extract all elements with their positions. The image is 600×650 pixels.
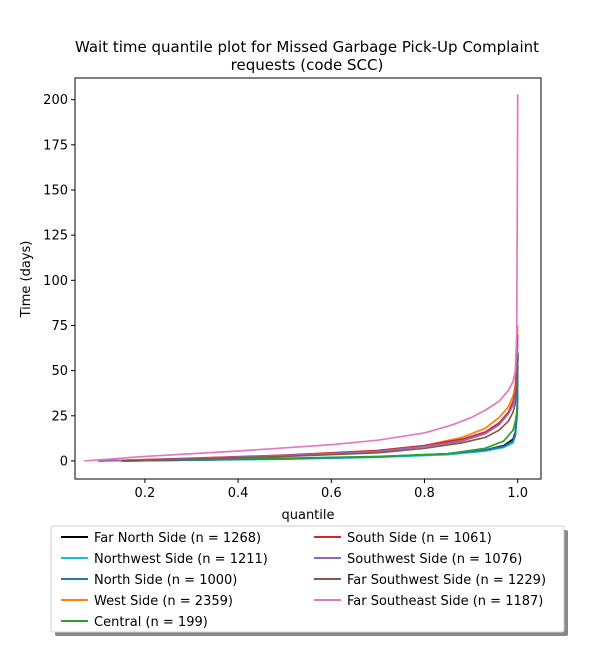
series-line-7 <box>121 361 519 462</box>
series-line-4 <box>98 406 519 462</box>
chart-title-line-2: requests (code SCC) <box>231 56 384 74</box>
chart-title-line-1: Wait time quantile plot for Missed Garba… <box>75 38 539 56</box>
legend-box <box>50 525 565 633</box>
legend-entry: Far North Side (n = 1268) <box>94 531 261 546</box>
x-tick-label: 0.4 <box>228 486 249 501</box>
series-line-1 <box>121 379 519 462</box>
y-tick-label: 25 <box>51 409 68 424</box>
legend-entry: Central (n = 199) <box>94 615 208 630</box>
chart-title: Wait time quantile plot for Missed Garba… <box>75 38 539 74</box>
x-tick-label: 0.2 <box>135 486 156 501</box>
y-tick-label: 175 <box>43 138 68 153</box>
legend-entry: Far Southeast Side (n = 1187) <box>347 594 543 609</box>
series-layer <box>84 94 519 462</box>
series-line-2 <box>121 370 519 462</box>
x-axis: 0.2 0.4 0.6 0.8 1.0 <box>135 479 528 501</box>
x-tick-label: 0.6 <box>321 486 342 501</box>
legend-entry: Northwest Side (n = 1211) <box>94 552 268 567</box>
legend-entry: South Side (n = 1061) <box>347 531 492 546</box>
legend-entry: West Side (n = 2359) <box>94 594 233 609</box>
y-tick-label: 50 <box>51 364 68 379</box>
legend-entry: Southwest Side (n = 1076) <box>347 552 522 567</box>
x-axis-label: quantile <box>281 508 334 523</box>
y-tick-label: 200 <box>43 93 68 108</box>
x-tick-label: 0.8 <box>414 486 435 501</box>
plot-area-frame <box>74 77 542 480</box>
y-axis-label: Time (days) <box>19 241 34 319</box>
legend-entry: North Side (n = 1000) <box>94 573 237 588</box>
legend-entry: Far Southwest Side (n = 1229) <box>347 573 546 588</box>
legend: Far North Side (n = 1268) Northwest Side … <box>50 525 568 636</box>
x-tick-label: 1.0 <box>507 486 528 501</box>
y-tick-label: 0 <box>60 454 68 469</box>
y-tick-label: 150 <box>43 183 68 198</box>
y-tick-label: 125 <box>43 229 68 244</box>
y-tick-label: 100 <box>43 274 68 289</box>
y-axis: 0 25 50 75 100 125 150 175 200 <box>43 93 75 469</box>
series-line-8 <box>84 94 519 462</box>
y-tick-label: 75 <box>51 319 68 334</box>
